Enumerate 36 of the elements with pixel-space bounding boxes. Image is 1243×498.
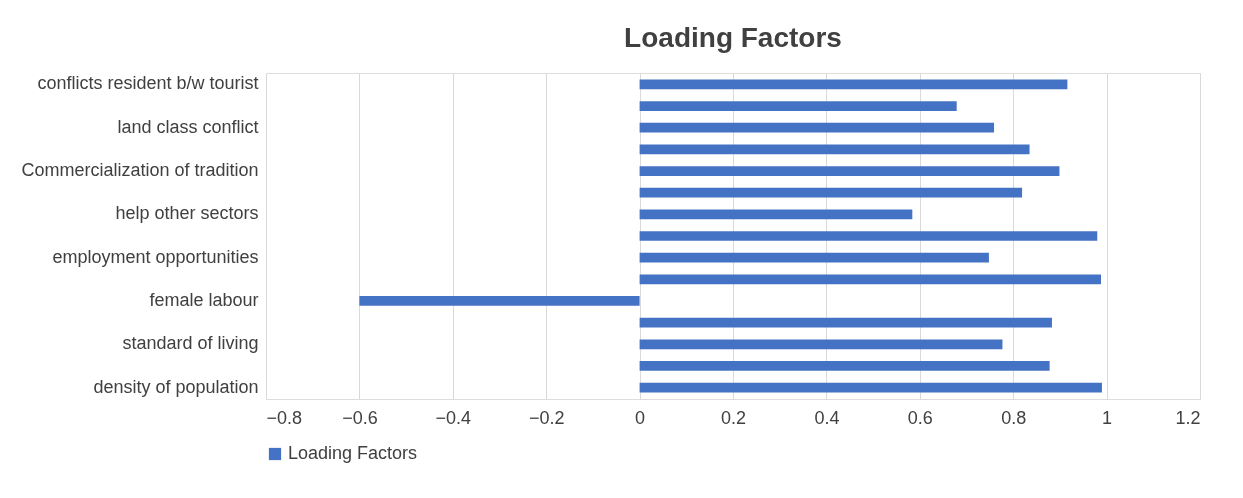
- bar: [639, 339, 1003, 350]
- legend-label: Loading Factors: [288, 443, 418, 463]
- x-tick-label: 0.8: [1001, 407, 1027, 428]
- x-tick-label: −0.8: [266, 407, 303, 428]
- bar: [639, 274, 1101, 285]
- bar: [639, 231, 1098, 241]
- bar: [639, 122, 995, 133]
- bar: [639, 382, 1102, 393]
- bar: [359, 296, 640, 306]
- x-tick-label: 1.2: [1175, 407, 1201, 428]
- bar: [639, 317, 1052, 328]
- x-tick-label: −0.4: [435, 407, 472, 428]
- y-tick-label: standard of living: [122, 333, 259, 354]
- bar: [639, 252, 989, 263]
- bar: [639, 101, 957, 111]
- bar: [639, 361, 1050, 371]
- bar: [639, 166, 1060, 176]
- y-tick-label: land class conflict: [117, 116, 259, 137]
- x-tick-label: 0.6: [907, 407, 933, 428]
- x-tick-label: −0.6: [342, 407, 378, 428]
- bar: [639, 144, 1030, 155]
- bar: [639, 209, 913, 220]
- y-tick-label: female labour: [149, 289, 259, 310]
- chart-title: Loading Factors: [624, 22, 842, 53]
- x-tick-label: 0.2: [720, 407, 747, 428]
- bar: [639, 187, 1023, 198]
- y-tick-label: conflicts resident b/w tourist: [37, 73, 259, 94]
- x-tick-label: 0.4: [814, 407, 840, 428]
- y-tick-label: density of population: [93, 376, 259, 397]
- bar: [639, 79, 1068, 90]
- x-tick-label: 1: [1102, 407, 1113, 428]
- y-tick-label: help other sectors: [115, 203, 259, 224]
- x-tick-label: −0.2: [528, 407, 565, 428]
- x-tick-label: 0: [635, 407, 646, 428]
- y-tick-label: Commercialization of tradition: [21, 160, 259, 181]
- y-tick-label: employment opportunities: [52, 246, 259, 267]
